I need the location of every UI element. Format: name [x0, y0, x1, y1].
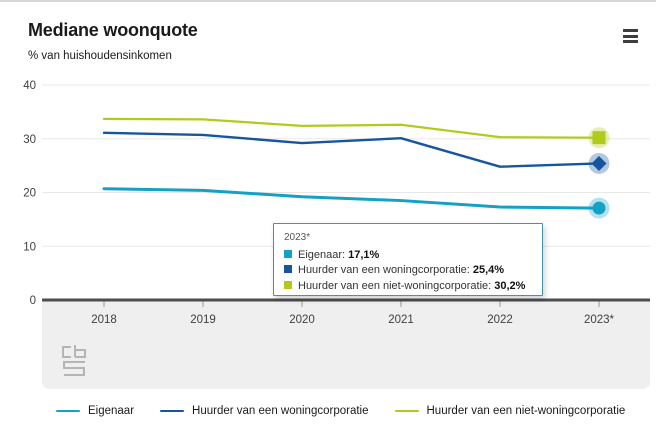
tooltip-row: Eigenaar: 17,1% [284, 248, 532, 264]
chart-title: Mediane woonquote [28, 20, 198, 40]
x-axis-band [42, 301, 650, 389]
x-tick-label: 2021 [388, 314, 414, 326]
tooltip-row: Huurder van een woningcorporatie: 25,4% [284, 263, 532, 279]
legend-item-eigenaar[interactable]: Eigenaar [56, 405, 134, 417]
series-end-marker-diamond [591, 155, 607, 171]
series-color-swatch [284, 281, 292, 290]
legend-item-niet-woningcorporatie[interactable]: Huurder van een niet-woningcorporatie [394, 405, 626, 417]
y-tick-label: 40 [23, 80, 36, 92]
cbs-logo-icon [62, 345, 86, 376]
legend-label: Eigenaar [88, 405, 135, 417]
x-tick-label: 2022 [487, 314, 513, 326]
series-end-marker-square [592, 131, 606, 145]
chart-menu-button[interactable] [619, 27, 641, 47]
tooltip-value: 25,4% [472, 264, 505, 277]
series-color-swatch [284, 249, 292, 258]
tooltip-label: Huurder van een woningcorporatie: [298, 264, 470, 277]
y-tick-label: 10 [23, 241, 36, 253]
tooltip-label: Eigenaar: [298, 248, 346, 261]
tooltip-value: 30,2% [494, 280, 526, 293]
tooltip-value: 17,1% [348, 248, 380, 261]
tooltip-row: Huurder van een niet-woningcorporatie: 30… [284, 279, 532, 295]
chart-subtitle: % van huishoudensinkomen [28, 50, 172, 62]
series-end-marker-circle [592, 201, 606, 215]
y-tick-label: 0 [30, 295, 36, 307]
legend-line-swatch [160, 409, 185, 413]
tooltip-title: 2023* [284, 232, 311, 243]
chart-tooltip: 2023* Eigenaar: 17,1% Huurder van een won… [273, 223, 543, 296]
tooltip-label: Huurder van een niet-woningcorporatie: [298, 280, 492, 293]
x-tick-label: 2019 [190, 314, 216, 326]
y-tick-label: 30 [23, 134, 36, 146]
x-tick-label: 2020 [289, 314, 315, 326]
legend-line-swatch [56, 409, 80, 413]
hamburger-menu-icon [621, 29, 639, 43]
series-line-0 [102, 187, 601, 210]
series-line-1 [102, 131, 601, 168]
x-tick-label: 2018 [91, 314, 117, 326]
legend-label: Huurder van een niet-woningcorporatie [426, 405, 626, 417]
series-color-swatch [284, 265, 292, 274]
series-line-2 [102, 117, 601, 139]
legend-item-woningcorporatie[interactable]: Huurder van een woningcorporatie [160, 405, 369, 417]
y-tick-label: 20 [23, 188, 36, 200]
x-tick-label: 2023* [584, 314, 615, 326]
legend-line-swatch [394, 409, 419, 413]
legend-label: Huurder van een woningcorporatie [192, 405, 369, 417]
chart-legend: Eigenaar Huurder van een woningcorporati… [42, 405, 652, 417]
